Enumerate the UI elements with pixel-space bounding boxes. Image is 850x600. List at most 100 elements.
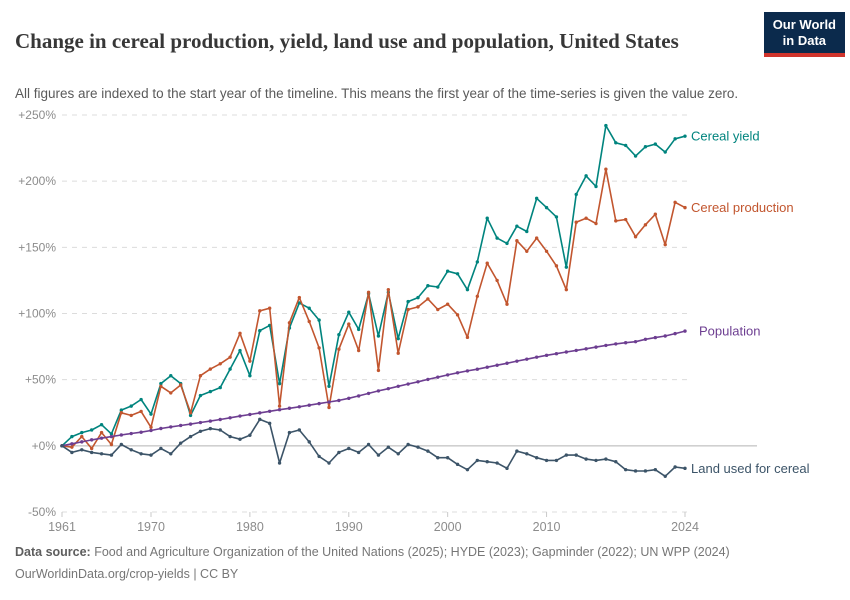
- data-point: [465, 369, 470, 373]
- data-point: [80, 434, 84, 439]
- data-point: [574, 453, 578, 457]
- data-point: [643, 223, 648, 227]
- x-axis-tick-label: 1961: [48, 520, 76, 534]
- data-point: [258, 411, 262, 415]
- y-axis-tick-label: +50%: [25, 373, 56, 387]
- data-point: [258, 329, 262, 333]
- data-point: [267, 421, 272, 426]
- data-point: [406, 299, 410, 304]
- data-point: [228, 416, 232, 420]
- data-point: [129, 431, 133, 436]
- data-point: [485, 216, 489, 220]
- data-point: [307, 440, 311, 444]
- data-point: [287, 430, 292, 435]
- data-point: [683, 205, 687, 210]
- data-point: [159, 384, 163, 388]
- data-point: [653, 142, 658, 146]
- data-point: [505, 361, 509, 365]
- data-point: [673, 137, 677, 141]
- data-point: [366, 442, 371, 447]
- data-point: [258, 417, 262, 422]
- data-point: [683, 466, 687, 471]
- data-point: [594, 345, 598, 349]
- data-point: [534, 236, 539, 240]
- data-point: [465, 287, 470, 292]
- data-point: [307, 319, 311, 324]
- y-axis-tick-label: +200%: [18, 174, 56, 188]
- data-point: [525, 357, 529, 361]
- data-point: [584, 174, 588, 178]
- data-point: [248, 373, 252, 378]
- data-point: [356, 450, 361, 455]
- data-point: [614, 141, 618, 145]
- data-point: [515, 359, 519, 363]
- data-point: [218, 385, 222, 390]
- data-point: [139, 409, 143, 414]
- series-label-cereal-yield[interactable]: Cereal yield: [691, 129, 760, 144]
- data-point: [455, 313, 460, 317]
- chart-canvas[interactable]: -50% +0% +50% +100% +150% +200% +250% 1961 1970 1…: [0, 95, 850, 540]
- data-point: [623, 143, 628, 148]
- data-point: [455, 371, 460, 375]
- y-axis-tick-label: +100%: [18, 307, 56, 321]
- data-point: [623, 341, 628, 345]
- data-point: [347, 446, 351, 451]
- data-point: [554, 215, 559, 219]
- data-point: [426, 377, 430, 382]
- data-point: [327, 400, 331, 404]
- data-point: [544, 205, 549, 210]
- data-point: [445, 302, 450, 306]
- data-point: [327, 384, 331, 388]
- data-point: [465, 335, 470, 340]
- data-point: [376, 389, 381, 393]
- data-point: [99, 436, 104, 440]
- data-point: [495, 461, 499, 465]
- license-text: | CC BY: [189, 567, 239, 581]
- series-line-population[interactable]: [61, 330, 686, 447]
- data-point: [653, 212, 658, 216]
- data-point: [564, 265, 569, 269]
- data-point: [534, 355, 539, 359]
- series-line-land-used-for-cereal[interactable]: [61, 418, 686, 478]
- data-point: [188, 422, 193, 426]
- data-point: [119, 433, 124, 437]
- series-line-cereal-yield[interactable]: [61, 124, 686, 447]
- data-point: [228, 367, 232, 371]
- data-point: [198, 420, 203, 425]
- data-point: [337, 398, 341, 403]
- series-label-population[interactable]: Population: [699, 324, 760, 339]
- series-label-land-used-for-cereal[interactable]: Land used for cereal: [691, 461, 810, 476]
- data-point: [416, 295, 420, 300]
- data-source-label: Data source:: [15, 545, 91, 559]
- data-point: [574, 192, 578, 197]
- data-point: [633, 154, 638, 158]
- data-point: [623, 217, 628, 222]
- data-point: [416, 305, 420, 309]
- data-point: [277, 408, 282, 412]
- series-label-cereal-production[interactable]: Cereal production: [691, 200, 794, 215]
- data-point: [465, 467, 470, 472]
- data-point: [178, 423, 183, 428]
- owid-url-link[interactable]: OurWorldinData.org/crop-yields: [15, 567, 190, 581]
- data-point: [337, 332, 341, 337]
- data-point: [455, 272, 460, 276]
- data-point: [544, 458, 549, 463]
- data-point: [347, 396, 351, 401]
- data-point: [159, 446, 163, 451]
- data-point: [643, 337, 648, 342]
- series-line-cereal-production[interactable]: [61, 168, 686, 450]
- data-point: [70, 442, 74, 446]
- y-axis-tick-label: +0%: [32, 439, 57, 453]
- data-point: [673, 200, 677, 205]
- data-point: [673, 331, 677, 336]
- owid-logo[interactable]: Our World in Data: [763, 12, 845, 57]
- owid-logo-text: Our World in Data: [763, 12, 845, 53]
- data-point: [554, 264, 559, 268]
- data-point: [89, 438, 94, 442]
- data-point: [248, 359, 252, 363]
- data-point: [169, 373, 173, 378]
- data-point: [515, 239, 519, 243]
- data-point: [594, 221, 598, 226]
- data-point: [347, 310, 351, 314]
